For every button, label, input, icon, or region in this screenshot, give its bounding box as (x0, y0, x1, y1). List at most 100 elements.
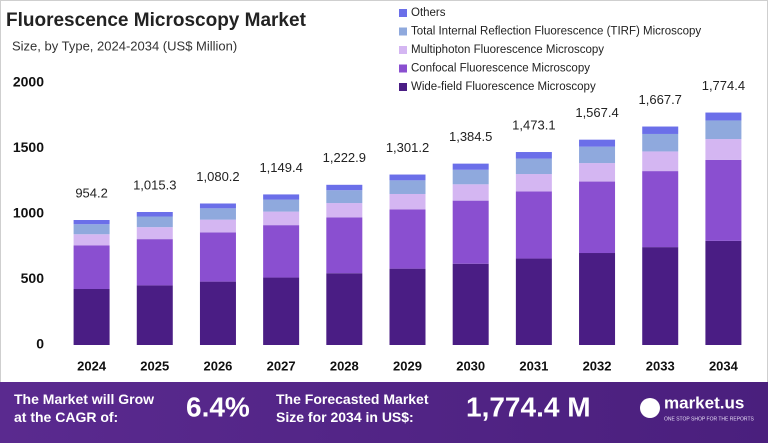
y-tick-label: 500 (21, 270, 45, 286)
bar-segment (199, 281, 236, 345)
x-tick-label: 2028 (330, 358, 359, 373)
bar-segment (389, 193, 426, 210)
legend-swatch (399, 83, 407, 91)
bar-segment (136, 227, 173, 240)
y-tick-label: 1500 (13, 139, 44, 155)
bar-segment (515, 174, 552, 192)
bar-segment (579, 146, 616, 164)
bar-segment (515, 191, 552, 259)
bar-segment (199, 232, 236, 282)
legend-label: Multiphoton Fluorescence Microscopy (411, 44, 604, 56)
bar-segment (73, 219, 110, 225)
total-label: 1,384.5 (449, 129, 492, 144)
x-tick-label: 2026 (203, 358, 232, 373)
bar-segment (73, 245, 110, 289)
legend-swatch (399, 46, 407, 54)
bar-segment (452, 163, 489, 170)
bar-segment (642, 133, 679, 152)
bar-segment (452, 184, 489, 201)
bar-segment (642, 151, 679, 172)
bar-segment (515, 258, 552, 345)
total-label: 1,774.4 (702, 78, 745, 93)
chart-subtitle: Size, by Type, 2024-2034 (US$ Million) (12, 38, 237, 53)
y-tick-label: 1000 (13, 205, 44, 221)
total-label: 1,301.2 (386, 140, 429, 155)
x-tick-label: 2024 (77, 358, 107, 373)
bar-segment (73, 224, 110, 235)
bar-segment (452, 263, 489, 345)
bar-segment (705, 112, 742, 121)
bar-segment (326, 217, 363, 274)
bar-segment (263, 199, 300, 212)
forecast-text: The Forecasted Market Size for 2034 in US… (276, 391, 429, 425)
bar-segment (136, 211, 173, 217)
legend-swatch (399, 9, 407, 17)
bar-segment (389, 180, 426, 194)
brand: market.us (664, 393, 744, 412)
bar-segment (326, 203, 363, 218)
y-tick-label: 0 (36, 336, 44, 352)
chart-title: Fluorescence Microscopy Market (6, 10, 307, 31)
total-label: 1,473.1 (512, 117, 555, 132)
bar-segment (263, 277, 300, 345)
bar-segment (642, 126, 679, 134)
legend-label: Confocal Fluorescence Microscopy (411, 63, 590, 75)
y-tick-label: 2000 (13, 74, 44, 90)
bar-segment (705, 120, 742, 140)
bar-segment (579, 181, 616, 254)
bar-segment (452, 169, 489, 185)
legend-swatch (399, 27, 407, 36)
bar-segment (705, 139, 742, 160)
x-tick-label: 2029 (393, 358, 422, 373)
bar-segment (389, 268, 426, 345)
bar-segment (705, 159, 742, 241)
bar-segment (579, 139, 616, 147)
bar-segment (326, 184, 363, 191)
x-tick-label: 2031 (519, 358, 548, 373)
bar-segment (263, 225, 300, 278)
x-tick-label: 2027 (267, 358, 296, 373)
bar-segment (199, 208, 236, 220)
bar-segment (642, 171, 679, 248)
cagr: 6.4% (186, 391, 250, 422)
legend-label: Total Internal Reflection Fluorescence (… (411, 26, 701, 38)
bar-segment (515, 152, 552, 159)
bar-segment (136, 239, 173, 286)
legend-label: Wide-field Fluorescence Microscopy (411, 81, 596, 93)
footer-band (0, 382, 768, 443)
total-label: 1,567.4 (575, 105, 618, 120)
x-tick-label: 2032 (583, 358, 612, 373)
x-tick-label: 2025 (140, 358, 169, 373)
bar-segment (452, 200, 489, 264)
bar-segment (515, 158, 552, 175)
bar-segment (326, 190, 363, 204)
bar-segment (389, 174, 426, 181)
bar-segment (579, 253, 616, 345)
growth-text: The Market will Grow at the CAGR of: (14, 391, 154, 425)
bar-segment (73, 288, 110, 345)
total-label: 1,080.2 (196, 169, 239, 184)
bar-segment (389, 209, 426, 269)
brand-tagline: ONE STOP SHOP FOR THE REPORTS (664, 416, 755, 422)
bar-segment (705, 240, 742, 345)
forecast-value: 1,774.4 M (466, 391, 591, 422)
bar-segment (199, 219, 236, 233)
total-label: 1,222.9 (323, 150, 366, 165)
bar-segment (136, 216, 173, 228)
legend-label: Others (411, 7, 446, 19)
bar-segment (199, 203, 236, 209)
total-label: 1,667.7 (639, 92, 682, 107)
bar-segment (579, 163, 616, 182)
bar-segment (263, 194, 300, 200)
x-tick-label: 2033 (646, 358, 675, 373)
legend-swatch (399, 64, 407, 73)
total-label: 1,149.4 (259, 160, 302, 175)
bar-segment (136, 285, 173, 345)
brand-logo (640, 398, 660, 418)
total-label: 954.2 (75, 185, 108, 200)
x-tick-label: 2034 (709, 358, 739, 373)
x-tick-label: 2030 (456, 358, 485, 373)
bar-segment (642, 247, 679, 345)
